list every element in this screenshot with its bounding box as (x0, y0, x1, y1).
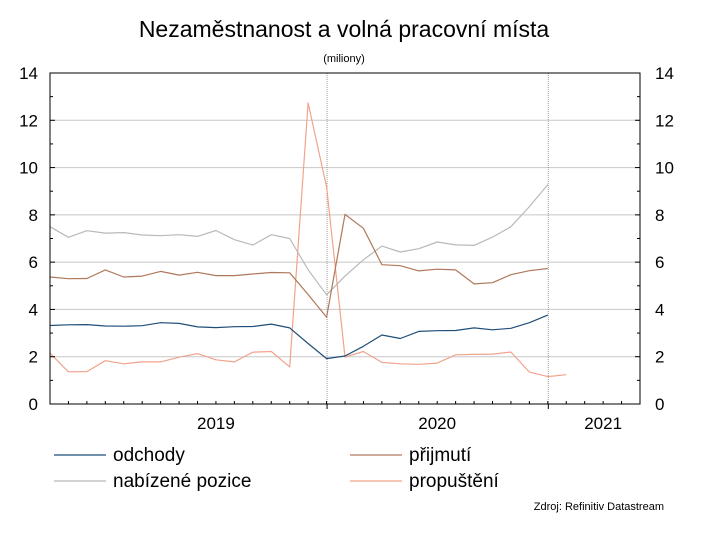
legend-item: propuštění (350, 471, 500, 492)
gridlines (50, 119, 640, 358)
y-tick-label-left: 14 (19, 64, 38, 83)
series-line-nabízené-pozice (49, 184, 549, 296)
legend-label: odchody (113, 445, 185, 466)
axes: 0 0 2 2 4 4 6 6 8 8 10 10 12 12 14 14 2019 2020 2021 (19, 64, 674, 433)
y-tick-label-left: 10 (19, 159, 38, 178)
legend-label: nabízené pozice (113, 471, 251, 492)
y-tick-label-right: 4 (655, 300, 664, 319)
legend-label: přijmutí (409, 445, 472, 466)
series-line-propuštění (49, 102, 567, 378)
source-note: Zdroj: Refinitiv Datastream (534, 501, 664, 513)
legend-item: přijmutí (350, 445, 472, 466)
year-boundaries (326, 73, 549, 404)
x-tick-label: 2020 (418, 414, 456, 433)
series-lines (49, 102, 567, 378)
y-tick-label-right: 2 (655, 348, 664, 367)
chart-title: Nezaměstnanost a volná pracovní místa (139, 16, 550, 42)
legend-item: nabízené pozice (54, 471, 251, 492)
y-tick-label-right: 14 (655, 64, 674, 83)
y-tick-label-right: 0 (655, 395, 664, 414)
y-tick-label-left: 8 (29, 206, 38, 225)
y-tick-label-left: 6 (29, 253, 38, 272)
legend: odchody přijmutí nabízené pozice propuštění (54, 445, 500, 492)
series-line-přijmutí (49, 213, 548, 318)
y-tick-label-right: 6 (655, 253, 664, 272)
x-tick-label: 2019 (197, 414, 235, 433)
legend-item: odchody (54, 445, 185, 466)
y-tick-label-right: 8 (655, 206, 664, 225)
series-line-odchody (49, 314, 549, 360)
y-tick-label-left: 4 (29, 300, 38, 319)
x-tick-label: 2021 (584, 414, 622, 433)
legend-label: propuštění (409, 471, 500, 492)
y-tick-label-left: 12 (19, 111, 38, 130)
y-tick-label-right: 10 (655, 159, 674, 178)
chart-subtitle: (miliony) (323, 53, 365, 65)
y-tick-label-left: 2 (29, 348, 38, 367)
y-tick-label-right: 12 (655, 111, 674, 130)
y-tick-label-left: 0 (29, 395, 38, 414)
